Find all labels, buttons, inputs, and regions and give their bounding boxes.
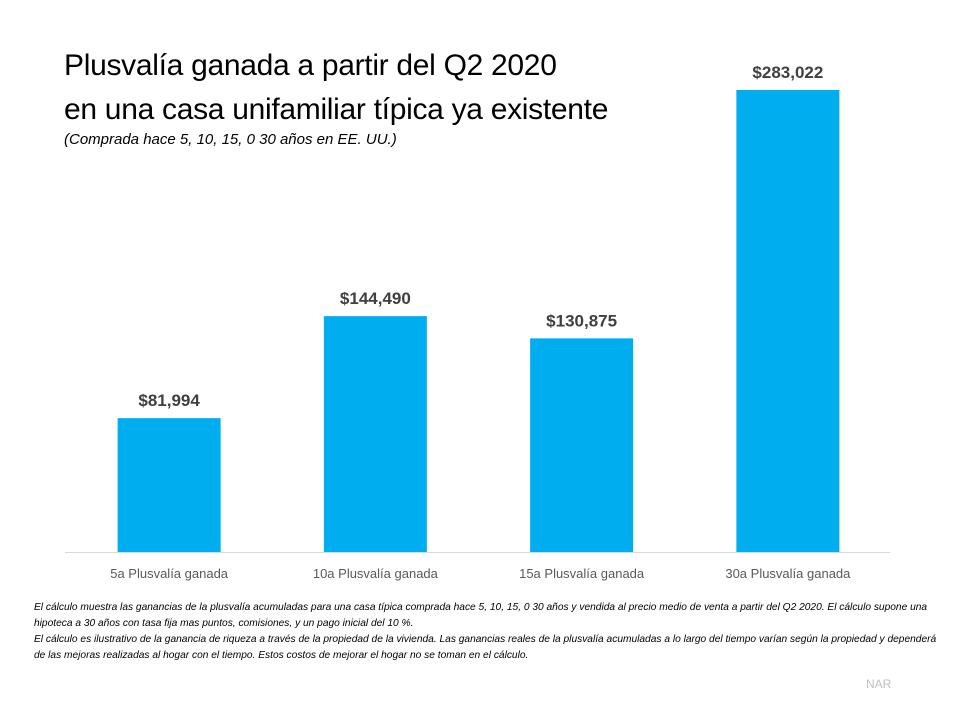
data-label: $144,490	[340, 289, 411, 308]
title-line-1: Plusvalía ganada a partir del Q2 2020	[64, 49, 557, 82]
footnote-1: El cálculo muestra las ganancias de la p…	[34, 602, 928, 629]
footnote-2: El cálculo es ilustrativo de la ganancia…	[34, 634, 937, 661]
bar	[736, 90, 840, 552]
title-line-2: en una casa unifamiliar típica ya existe…	[64, 93, 609, 126]
category-label: 5a Plusvalía ganada	[110, 566, 229, 581]
chart-title: Plusvalía ganada a partir del Q2 2020 en…	[64, 44, 608, 132]
data-label: $130,875	[546, 311, 617, 330]
data-label: $81,994	[138, 391, 200, 410]
footnotes: El cálculo muestra las ganancias de la p…	[34, 600, 949, 664]
category-label: 30a Plusvalía ganada	[725, 566, 851, 581]
source-label: NAR	[866, 677, 892, 691]
bar	[530, 338, 634, 552]
bar	[323, 316, 427, 552]
category-label: 10a Plusvalía ganada	[313, 566, 439, 581]
data-label: $283,022	[752, 63, 823, 82]
category-label: 15a Plusvalía ganada	[519, 566, 645, 581]
bar	[117, 418, 221, 552]
chart-subtitle: (Comprada hace 5, 10, 15, 0 30 años en E…	[64, 131, 397, 148]
